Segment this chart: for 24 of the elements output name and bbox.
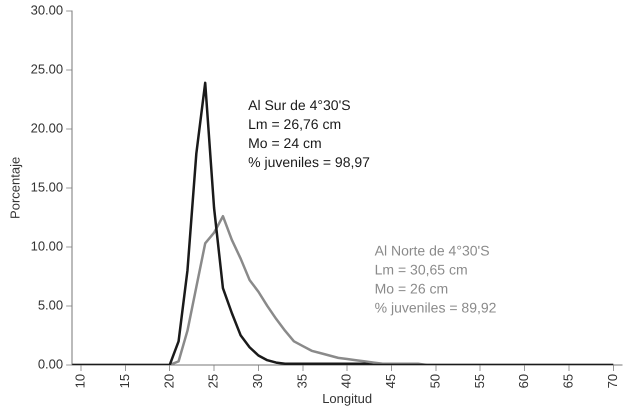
y-tick-label: 15.00 — [30, 179, 64, 194]
x-tick-label: 25 — [206, 374, 221, 388]
x-tick-label: 65 — [560, 374, 576, 388]
x-tick-label: 40 — [338, 374, 354, 388]
y-tick-label: 20.00 — [30, 120, 64, 136]
annotation: Al Norte de 4°30'S Lm = 30,65 cm Mo = 26 cm % juveniles = 89,92 — [374, 242, 497, 316]
x-tick-label: 30 — [250, 374, 266, 388]
x-axis-title: Longitud — [322, 390, 372, 406]
x-tick-label: 20 — [161, 374, 176, 388]
x-tick-label: 15 — [116, 374, 132, 388]
y-tick-label: 0.00 — [38, 356, 64, 372]
x-tick-label: 10 — [72, 374, 88, 388]
x-tick-label: 50 — [427, 374, 442, 388]
x-tick-label: 35 — [294, 374, 310, 388]
x-tick-label: 70 — [604, 374, 620, 388]
annotation: Al Sur de 4°30'S Lm = 26,76 cm Mo = 24 cm % juveniles = 98,97 — [248, 97, 370, 170]
y-tick-label: 30.00 — [30, 2, 64, 18]
y-axis-title: Porcentaje — [7, 156, 22, 219]
x-tick-label: 60 — [516, 374, 532, 388]
y-tick-label: 25.00 — [30, 61, 64, 76]
x-tick-label: 45 — [383, 374, 398, 388]
y-tick-label: 10.00 — [30, 238, 64, 254]
y-tick-label: 5.00 — [38, 297, 64, 312]
x-tick-label: 55 — [472, 374, 487, 388]
